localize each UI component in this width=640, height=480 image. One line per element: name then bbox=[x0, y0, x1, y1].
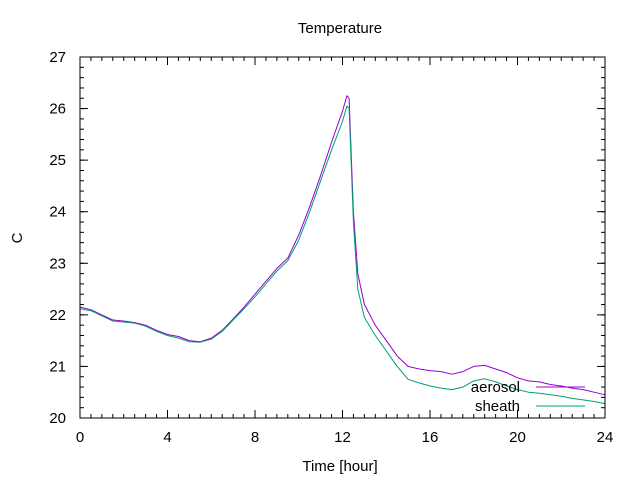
y-tick-label: 20 bbox=[49, 410, 66, 427]
series-line-aerosol bbox=[79, 95, 606, 396]
series-layer bbox=[79, 95, 606, 405]
chart-title: Temperature bbox=[298, 20, 382, 37]
x-tick-label: 16 bbox=[422, 429, 439, 446]
x-tick-label: 0 bbox=[76, 429, 84, 446]
x-tick-label: 8 bbox=[251, 429, 259, 446]
y-tick-label: 26 bbox=[49, 101, 66, 118]
y-tick-label: 25 bbox=[49, 152, 66, 169]
y-tick-label: 27 bbox=[49, 49, 66, 66]
y-tick-label: 23 bbox=[49, 255, 66, 272]
y-tick-label: 22 bbox=[49, 307, 66, 324]
x-axis-label: Time [hour] bbox=[302, 458, 377, 475]
tick-labels: 0 4 8 12 16 20 24 20 21 22 23 24 25 26 27 bbox=[49, 49, 613, 446]
x-tick-label: 12 bbox=[334, 429, 351, 446]
x-tick-label: 24 bbox=[597, 429, 614, 446]
y-tick-label: 21 bbox=[49, 358, 66, 375]
y-tick-label: 24 bbox=[49, 204, 66, 221]
y-axis-label: C bbox=[9, 232, 26, 243]
plot-border bbox=[79, 56, 606, 419]
legend-label-aerosol: aerosol bbox=[471, 379, 520, 396]
x-tick-label: 4 bbox=[163, 429, 171, 446]
legend: aerosol sheath bbox=[471, 379, 585, 415]
x-tick-label: 20 bbox=[509, 429, 526, 446]
series-line-sheath bbox=[79, 105, 606, 405]
legend-label-sheath: sheath bbox=[475, 398, 520, 415]
